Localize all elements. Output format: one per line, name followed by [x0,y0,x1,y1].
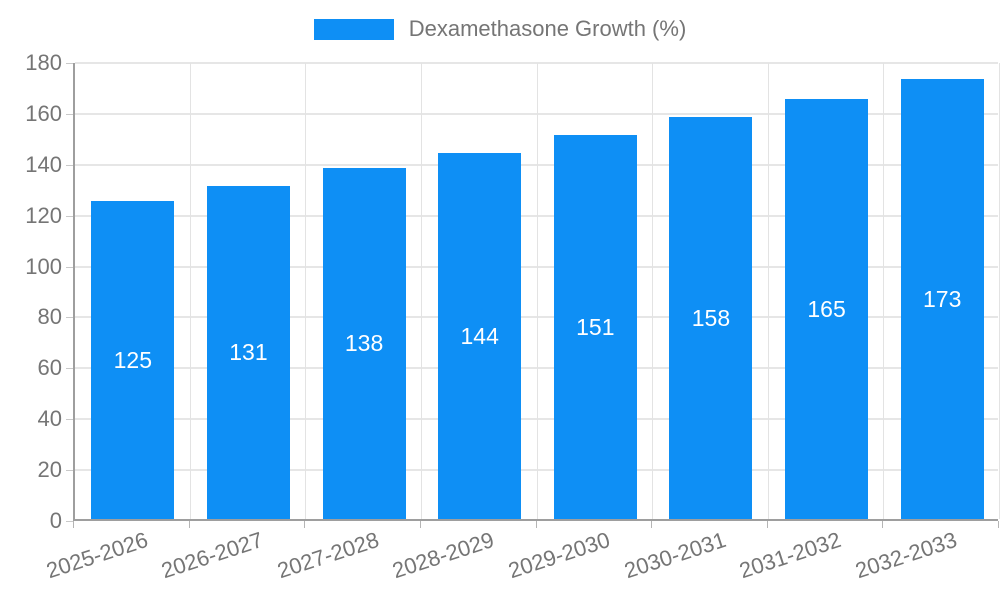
bar[interactable]: 125 [91,200,175,519]
x-axis-tick [535,521,537,528]
y-axis-tick [66,266,73,268]
v-gridline [883,63,885,519]
x-tick-label: 2032-2033 [852,527,960,584]
v-gridline [652,63,654,519]
y-tick-label: 140 [25,151,62,177]
x-axis-tick [651,521,653,528]
x-tick-label: 2030-2031 [620,527,729,584]
legend: Dexamethasone Growth (%) [0,16,1000,42]
bar-value-label: 173 [923,285,962,312]
y-tick-label: 100 [25,253,62,279]
y-tick-label: 40 [37,406,62,432]
x-tick-label: 2026-2027 [158,527,267,584]
bar-value-label: 125 [113,346,152,373]
x-axis-tick [73,521,74,528]
x-tick-label: 2025-2026 [42,527,151,584]
bar[interactable]: 138 [322,167,406,519]
bar[interactable]: 173 [900,78,984,519]
y-axis-tick [66,113,73,115]
y-tick-label: 120 [25,202,62,228]
v-gridline [189,63,191,519]
y-tick-label: 0 [49,508,62,533]
y-axis-tick [66,317,73,319]
y-tick-label: 180 [25,50,62,75]
bar-value-label: 131 [229,339,268,366]
y-tick-label: 80 [37,304,62,330]
x-tick-label: 2029-2030 [505,527,614,584]
v-gridline [536,63,538,519]
plot-area: 125 131 138 144 151 158 165 173 [73,62,1000,521]
y-axis-tick [66,215,73,217]
y-axis-tick [66,368,73,370]
y-tick-label: 60 [37,355,62,381]
x-axis-tick [766,521,768,528]
legend-label[interactable]: Dexamethasone Growth (%) [408,16,687,41]
bar[interactable]: 144 [438,152,522,519]
y-axis-tick [66,63,73,64]
x-axis-tick [304,521,306,528]
x-axis-tick [188,521,190,528]
bar-value-label: 158 [691,304,731,331]
v-gridline [305,63,307,519]
y-axis-tick [66,164,73,166]
x-tick-label: 2031-2032 [736,527,845,584]
y-axis-tick [66,419,73,421]
bar-value-label: 165 [807,296,846,323]
y-tick-label: 20 [37,457,62,483]
bar[interactable]: 158 [669,116,753,519]
bar-value-label: 138 [344,330,384,357]
bar[interactable]: 131 [206,185,290,519]
x-tick-label: 2028-2029 [389,527,498,584]
x-axis-tick [419,521,421,528]
v-gridline [420,63,422,519]
legend-swatch[interactable] [313,18,394,40]
bar[interactable]: 151 [553,134,637,519]
bar-value-label: 144 [460,322,499,349]
x-axis-tick [998,521,999,528]
bar[interactable]: 165 [785,99,869,519]
bar-value-label: 151 [576,313,615,340]
y-axis-tick [66,521,73,522]
x-tick-label: 2027-2028 [273,527,382,584]
x-axis-tick [882,521,884,528]
v-gridline [767,63,769,519]
y-axis-tick [66,470,73,472]
y-tick-label: 160 [25,100,62,126]
